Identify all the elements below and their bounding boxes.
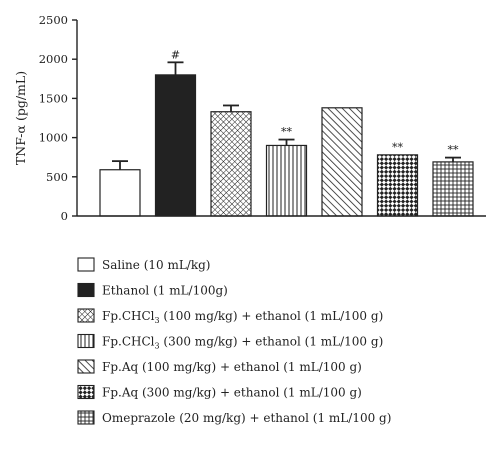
- bar-3: [210, 111, 252, 217]
- legend-swatch-7: [77, 410, 95, 425]
- legend-swatch-1: [77, 257, 95, 272]
- y-tick-label: 0: [61, 209, 68, 223]
- legend-swatch-4: [77, 333, 95, 349]
- legend-swatch-2: [77, 282, 95, 298]
- legend-label-6: Fp.Aq (300 mg/kg) + ethanol (1 mL/100 g): [102, 386, 362, 400]
- legend: Saline (10 mL/kg) Ethanol (1 mL/100g) Fp.C…: [77, 257, 391, 425]
- y-tick-label: 2000: [39, 52, 68, 66]
- legend-label-5: Fp.Aq (100 mg/kg) + ethanol (1 mL/100 g): [102, 360, 362, 374]
- legend-label-2: Ethanol (1 mL/100g): [102, 284, 228, 298]
- legend-label-1: Saline (10 mL/kg): [102, 258, 211, 272]
- bar-5: [321, 107, 363, 217]
- bar-4: [265, 144, 308, 217]
- legend-label-3: Fp.CHCl3 (100 mg/kg) + ethanol (1 mL/100…: [102, 309, 383, 325]
- bar-6: [376, 154, 419, 217]
- y-ticks: 0 500 1000 1500 2000 2500: [39, 13, 77, 223]
- significance-label: **: [281, 126, 293, 139]
- bar-2: [154, 74, 197, 217]
- legend-swatch-5: [77, 359, 95, 374]
- bars: # ** ** **: [77, 48, 486, 217]
- significance-label: **: [392, 141, 404, 154]
- bar-1: [99, 169, 141, 217]
- legend-swatch-3: [77, 308, 95, 323]
- legend-label-4: Fp.CHCl3 (300 mg/kg) + ethanol (1 mL/100…: [102, 335, 383, 351]
- y-tick-label: 1000: [39, 131, 68, 145]
- bar-7: [432, 161, 474, 217]
- significance-label: #: [171, 48, 180, 61]
- y-tick-label: 1500: [39, 91, 68, 105]
- significance-label: **: [448, 144, 460, 157]
- legend-swatch-6: [77, 384, 95, 400]
- y-tick-label: 500: [46, 170, 68, 184]
- legend-label-7: Omeprazole (20 mg/kg) + ethanol (1 mL/10…: [102, 411, 391, 425]
- y-axis-label: TNF-α (pg/mL): [13, 71, 28, 165]
- y-tick-label: 2500: [39, 13, 68, 27]
